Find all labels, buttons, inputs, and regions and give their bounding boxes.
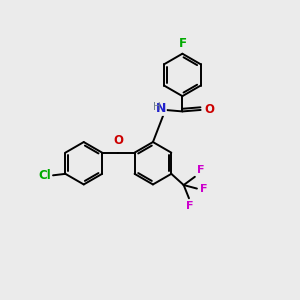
- Text: F: F: [186, 201, 193, 211]
- Text: F: F: [196, 165, 204, 175]
- Text: O: O: [113, 134, 123, 147]
- Text: H: H: [153, 102, 161, 112]
- Text: F: F: [200, 184, 207, 194]
- Text: F: F: [178, 37, 186, 50]
- Text: O: O: [205, 103, 215, 116]
- Text: Cl: Cl: [38, 169, 51, 182]
- Text: N: N: [156, 102, 166, 115]
